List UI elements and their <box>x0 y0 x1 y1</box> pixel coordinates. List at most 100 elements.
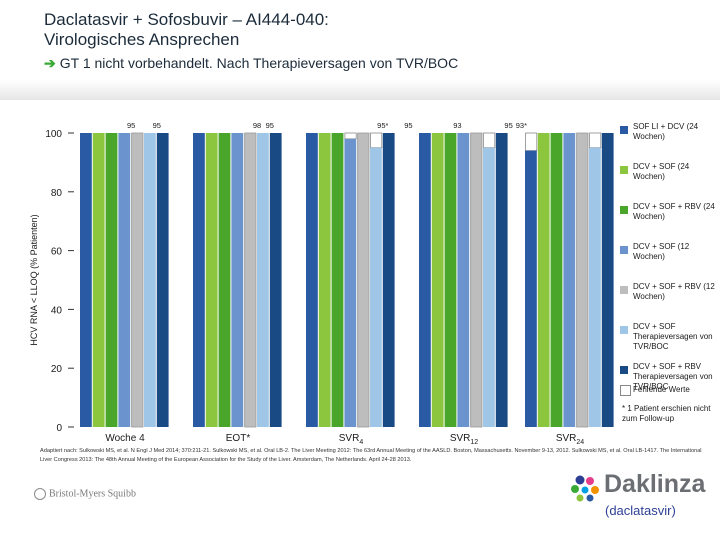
legend-label: SOF LI + DCV (24 Wochen) <box>633 122 699 141</box>
y-axis-label: HCV RNA < LLOQ (% Patienten) <box>29 214 39 345</box>
bar-2-5 <box>244 133 256 427</box>
legend-item-5: DCV + SOF + RBV (12 Wochen) <box>620 282 720 322</box>
bar-3-1 <box>306 133 318 427</box>
slide-title: Daclatasvir + Sofosbuvir – AI444-040: Vi… <box>44 10 329 50</box>
data-label: 93* <box>516 121 527 130</box>
bar-chart: 0 20 40 60 80 100 HCV RNA < LLOQ (% Patienten)… <box>29 121 614 446</box>
x-tick-label: EOT* <box>226 433 251 444</box>
bar-1-1 <box>80 133 92 427</box>
bms-emblem-icon <box>34 488 46 500</box>
legend-label: DCV + SOF Therapieversagen von TVR/BOC <box>633 322 713 351</box>
legend-swatch <box>620 286 628 294</box>
footnote: * 1 Patient erschien nicht zum Follow-up <box>622 404 711 423</box>
bar-5-7 <box>601 133 614 427</box>
bar-1-3 <box>105 133 118 427</box>
bar-2-4 <box>231 133 244 427</box>
bar-4-3 <box>444 133 457 427</box>
bar-outline <box>357 132 370 428</box>
legend-item-1: SOF LI + DCV (24 Wochen) <box>620 122 720 162</box>
missing-value-box <box>370 132 383 149</box>
bar-outline <box>131 132 144 428</box>
bar-3-4 <box>344 138 357 427</box>
daklinza-mark-icon <box>571 475 599 502</box>
data-label: 95 <box>266 121 274 130</box>
data-label: 95 <box>404 121 412 130</box>
bar-4-2 <box>431 133 444 427</box>
legend-label: DCV + SOF (12 Wochen) <box>633 242 690 261</box>
bar-3-7 <box>382 133 395 427</box>
legend-item-3: DCV + SOF + RBV (24 Wochen) <box>620 202 720 242</box>
missing-values-label: Fehlende Werte <box>633 385 690 394</box>
bar-5-1 <box>525 150 537 427</box>
bar-4-4 <box>457 133 470 427</box>
bar-outline <box>244 132 257 428</box>
legend-swatch <box>620 366 628 374</box>
y-tick-label: 40 <box>51 305 63 316</box>
x-tick-label: SVR4 <box>339 433 364 446</box>
legend-swatch <box>620 246 628 254</box>
data-label: 93 <box>453 121 461 130</box>
data-label: 95* <box>377 121 388 130</box>
bar-5-4 <box>563 133 576 427</box>
missing-value-box <box>344 132 357 140</box>
x-tick-label: SVR24 <box>556 433 584 446</box>
data-label: 98 <box>253 121 261 130</box>
missing-value-box <box>483 132 496 149</box>
bar-4-5 <box>470 133 482 427</box>
title-line-1: Daclatasvir + Sofosbuvir – AI444-040: <box>44 10 329 29</box>
bar-3-5 <box>357 133 369 427</box>
title-line-2: Virologisches Ansprechen <box>44 30 240 49</box>
legend-item-2: DCV + SOF (24 Wochen) <box>620 162 720 202</box>
bar-5-5 <box>576 133 588 427</box>
missing-value-box <box>589 132 602 149</box>
legend-label: DCV + SOF + RBV Therapieversagen von TVR… <box>633 362 713 391</box>
bar-2-6 <box>257 133 269 427</box>
bar-4-6 <box>483 147 495 427</box>
bar-5-6 <box>589 147 601 427</box>
bar-3-3 <box>331 133 344 427</box>
bar-2-2 <box>205 133 218 427</box>
daklinza-brand-name: Daklinza <box>604 470 706 498</box>
data-label: 95 <box>504 121 512 130</box>
legend-swatch <box>620 166 628 174</box>
bms-logo: Bristol-Myers Squibb <box>34 488 136 500</box>
daklinza-generic-name: (daclatasvir) <box>605 503 676 518</box>
bar-5-2 <box>537 133 550 427</box>
legend-swatch <box>620 326 628 334</box>
y-tick-label: 100 <box>45 129 62 140</box>
bar-outline <box>470 132 483 428</box>
bar-1-7 <box>156 133 169 427</box>
bar-1-4 <box>118 133 131 427</box>
legend-item-6: DCV + SOF Therapieversagen von TVR/BOC <box>620 322 720 362</box>
bar-3-2 <box>318 133 331 427</box>
bar-1-5 <box>131 133 143 427</box>
missing-values-swatch <box>620 385 631 396</box>
legend-label: DCV + SOF + RBV (24 Wochen) <box>633 202 715 221</box>
references: Adaptiert nach: Sulkowski MS, et al. N E… <box>40 448 702 463</box>
bar-2-1 <box>193 133 205 427</box>
y-tick-label: 80 <box>51 188 63 199</box>
subtitle-text: GT 1 nicht vorbehandelt. Nach Therapieve… <box>59 55 459 71</box>
bar-5-3 <box>550 133 563 427</box>
legend-swatch <box>620 126 628 134</box>
data-label: 95 <box>127 121 135 130</box>
legend-item-7: DCV + SOF + RBV Therapieversagen von TVR… <box>620 362 720 402</box>
bms-company-name: Bristol-Myers Squibb <box>49 488 136 500</box>
x-tick-label: Woche 4 <box>105 433 145 444</box>
x-tick-label: SVR12 <box>450 433 478 446</box>
chart-legend: SOF LI + DCV (24 Wochen) DCV + SOF (24 Wo… <box>620 122 720 402</box>
arrow-right-icon: ➔ <box>44 55 56 71</box>
y-tick-label: 0 <box>56 423 62 434</box>
bar-outline <box>576 132 589 428</box>
bar-1-2 <box>92 133 105 427</box>
y-tick-label: 20 <box>51 364 63 375</box>
slide-subtitle: ➔ GT 1 nicht vorbehandelt. Nach Therapiev… <box>44 55 458 72</box>
bar-4-1 <box>419 133 431 427</box>
data-label: 95 <box>153 121 161 130</box>
y-tick-label: 60 <box>51 247 63 258</box>
legend-label: DCV + SOF (24 Wochen) <box>633 162 690 181</box>
bar-2-7 <box>269 133 282 427</box>
bar-1-6 <box>144 133 156 427</box>
legend-item-4: DCV + SOF (12 Wochen) <box>620 242 720 282</box>
legend-swatch <box>620 206 628 214</box>
